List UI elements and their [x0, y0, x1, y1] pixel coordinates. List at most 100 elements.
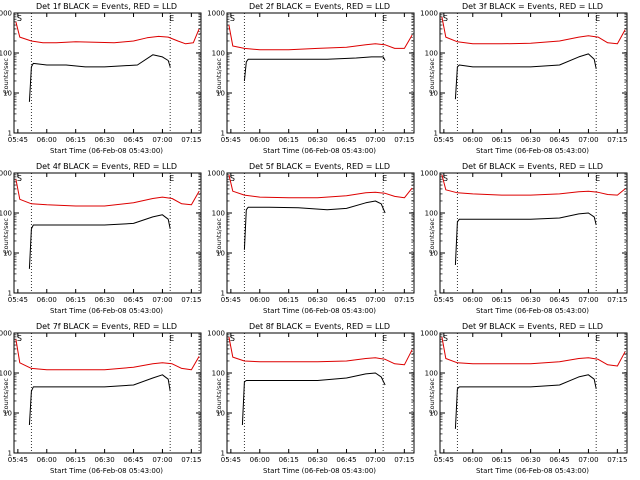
end-marker-label: E — [382, 174, 387, 183]
chart-title: Det 2f BLACK = Events, RED = LLD — [248, 2, 391, 11]
y-tick-label: 1000 — [420, 10, 438, 18]
lld-rate-line — [441, 16, 626, 45]
y-tick-label: 10 — [216, 410, 225, 418]
y-tick-label: 100 — [212, 50, 225, 58]
x-tick-label: 07:00 — [365, 136, 385, 144]
x-tick-label: 06:30 — [521, 456, 541, 464]
detector-plot-panel: Det 9f BLACK = Events, RED = LLD Start Ti… — [420, 320, 639, 480]
end-marker-label: E — [595, 334, 600, 343]
x-tick-label: 05:45 — [8, 456, 28, 464]
end-marker-label: E — [382, 334, 387, 343]
detector-plot-panel: Det 2f BLACK = Events, RED = LLD Start Ti… — [207, 0, 426, 160]
x-tick-label: 07:15 — [181, 136, 201, 144]
chart-title: Det 1f BLACK = Events, RED = LLD — [35, 2, 178, 11]
x-tick-label: 06:00 — [37, 136, 57, 144]
plot-frame — [439, 172, 628, 294]
x-tick-label: 06:00 — [37, 296, 57, 304]
x-tick-label: 06:45 — [549, 136, 569, 144]
chart-title: Det 7f BLACK = Events, RED = LLD — [35, 322, 178, 331]
y-tick-label: 1000 — [207, 10, 225, 18]
x-tick-label: 07:00 — [152, 136, 172, 144]
x-axis-label: Start Time (06-Feb-08 05:43:00) — [475, 467, 590, 475]
x-tick-label: 07:00 — [365, 456, 385, 464]
y-tick-label: 1 — [221, 450, 225, 458]
x-tick-label: 06:45 — [123, 296, 143, 304]
detector-plot-panel: Det 3f BLACK = Events, RED = LLD Start Ti… — [420, 0, 639, 160]
y-tick-label: 100 — [425, 210, 438, 218]
y-tick-label: 100 — [0, 50, 12, 58]
x-tick-label: 07:00 — [578, 456, 598, 464]
y-tick-label: 100 — [212, 210, 225, 218]
lld-rate-line — [228, 336, 413, 366]
plot-area: 05:45 06:00 06:15 06:30 06:45 07:00 07:15 1 10 10… — [420, 170, 628, 304]
x-tick-label: 06:45 — [123, 136, 143, 144]
start-marker-label: S — [443, 174, 448, 183]
x-axis-label: Start Time (06-Feb-08 05:43:00) — [262, 147, 377, 155]
y-tick-label: 1 — [8, 130, 12, 138]
x-tick-label: 06:00 — [250, 456, 270, 464]
plot-area: 05:45 06:00 06:15 06:30 06:45 07:00 07:15 1 10 10… — [207, 170, 415, 304]
x-tick-label: 06:30 — [308, 296, 328, 304]
y-tick-label: 1000 — [0, 170, 12, 178]
start-marker-label: S — [443, 14, 448, 23]
x-tick-label: 06:00 — [463, 136, 483, 144]
events-rate-line — [28, 54, 171, 102]
x-axis-label: Start Time (06-Feb-08 05:43:00) — [262, 307, 377, 315]
y-tick-label: 1 — [434, 130, 438, 138]
plot-area: 05:45 06:00 06:15 06:30 06:45 07:00 07:15 1 10 10… — [420, 10, 628, 144]
detector-plot-panel: Det 7f BLACK = Events, RED = LLD Start Ti… — [0, 320, 213, 480]
plot-area: 05:45 06:00 06:15 06:30 06:45 07:00 07:15 1 10 10… — [420, 330, 628, 464]
end-marker-label: E — [382, 14, 387, 23]
events-rate-line — [28, 374, 171, 426]
y-tick-label: 1000 — [420, 170, 438, 178]
x-tick-label: 06:15 — [66, 136, 86, 144]
x-tick-label: 05:45 — [434, 136, 454, 144]
x-tick-label: 06:15 — [66, 296, 86, 304]
chart-title: Det 9f BLACK = Events, RED = LLD — [461, 322, 604, 331]
y-tick-label: 1 — [434, 290, 438, 298]
x-tick-label: 06:15 — [492, 456, 512, 464]
y-tick-label: 1 — [8, 450, 12, 458]
x-axis-label: Start Time (06-Feb-08 05:43:00) — [475, 147, 590, 155]
plot-area: 05:45 06:00 06:15 06:30 06:45 07:00 07:15 1 10 10… — [207, 10, 415, 144]
plot-area: 05:45 06:00 06:15 06:30 06:45 07:00 07:15 1 10 10… — [0, 330, 202, 464]
y-tick-label: 1000 — [420, 330, 438, 338]
x-tick-label: 05:45 — [434, 456, 454, 464]
x-tick-label: 06:00 — [37, 456, 57, 464]
start-marker-label: S — [230, 174, 235, 183]
start-marker-label: S — [230, 334, 235, 343]
x-tick-label: 05:45 — [221, 136, 241, 144]
y-tick-label: 1 — [221, 290, 225, 298]
y-tick-label: 1 — [221, 130, 225, 138]
x-tick-label: 06:45 — [123, 456, 143, 464]
end-marker-label: E — [169, 334, 174, 343]
x-tick-label: 07:15 — [181, 296, 201, 304]
x-tick-label: 06:15 — [279, 136, 299, 144]
chart-title: Det 5f BLACK = Events, RED = LLD — [248, 162, 391, 171]
y-tick-label: 10 — [429, 90, 438, 98]
detector-plot-panel: Det 5f BLACK = Events, RED = LLD Start Ti… — [207, 160, 426, 320]
y-tick-label: 1000 — [207, 170, 225, 178]
events-rate-line — [241, 372, 386, 426]
x-axis-label: Start Time (06-Feb-08 05:43:00) — [262, 467, 377, 475]
lld-rate-line — [228, 174, 413, 199]
y-tick-label: 1000 — [0, 10, 12, 18]
events-rate-line — [243, 56, 386, 82]
x-axis-label: Start Time (06-Feb-08 05:43:00) — [49, 147, 164, 155]
x-tick-label: 07:15 — [394, 296, 414, 304]
x-axis-label: Start Time (06-Feb-08 05:43:00) — [475, 307, 590, 315]
x-tick-label: 07:00 — [578, 136, 598, 144]
x-tick-label: 07:00 — [578, 296, 598, 304]
y-tick-label: 100 — [212, 370, 225, 378]
y-tick-label: 100 — [0, 210, 12, 218]
y-tick-label: 10 — [3, 250, 12, 258]
x-tick-label: 07:15 — [607, 136, 627, 144]
plot-frame — [13, 12, 202, 134]
y-tick-label: 100 — [425, 370, 438, 378]
plot-area: 05:45 06:00 06:15 06:30 06:45 07:00 07:15 1 10 10… — [207, 330, 415, 464]
events-rate-line — [243, 200, 386, 250]
x-tick-label: 06:00 — [250, 136, 270, 144]
lld-rate-line — [441, 336, 626, 367]
start-marker-label: S — [17, 14, 22, 23]
y-tick-label: 1000 — [0, 330, 12, 338]
